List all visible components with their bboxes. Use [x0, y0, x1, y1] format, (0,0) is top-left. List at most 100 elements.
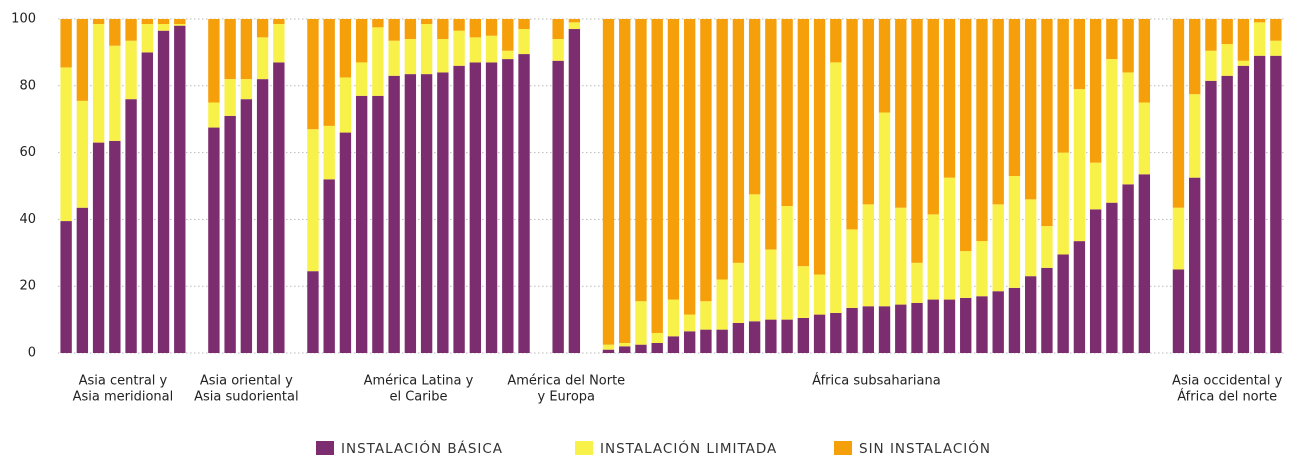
y-tick-label: 20	[19, 279, 36, 294]
bar-segment	[813, 314, 826, 353]
bar-segment	[437, 19, 449, 40]
bar-segment	[960, 297, 972, 353]
bar-segment	[1205, 50, 1217, 81]
bar-segment	[355, 95, 368, 353]
bar-segment	[76, 19, 89, 101]
bar-segment	[339, 77, 352, 133]
bar-segment	[552, 39, 564, 61]
bar-segment	[862, 306, 874, 353]
bar-segment	[453, 65, 465, 353]
bar-segment	[683, 331, 696, 353]
bar-segment	[797, 317, 810, 353]
bar-segment	[732, 262, 745, 323]
y-tick-label: 80	[19, 78, 36, 93]
bar-segment	[92, 142, 105, 353]
bar-segment	[1024, 19, 1037, 200]
bar-segment	[1041, 267, 1053, 353]
bar-segment	[846, 307, 858, 353]
group-label: Asia oriental y	[200, 374, 293, 389]
bar-segment	[781, 319, 793, 353]
legend-label: INSTALACIÓN BÁSICA	[341, 439, 503, 456]
bar-segment	[748, 194, 761, 322]
bar-segment	[878, 112, 891, 307]
bar-segment	[602, 19, 615, 345]
bar-segment	[619, 346, 631, 353]
bar-segment	[552, 60, 564, 353]
bar-segment	[469, 37, 482, 63]
bar-segment	[943, 177, 956, 300]
bar-segment	[976, 19, 988, 242]
bar-segment	[125, 99, 137, 353]
bar-segment	[765, 319, 777, 353]
legend-label: INSTALACIÓN LIMITADA	[600, 439, 777, 456]
bar-segment	[568, 22, 581, 30]
bar-segment	[943, 19, 956, 178]
bar-segment	[453, 19, 465, 31]
y-tick-label: 40	[19, 212, 36, 227]
bar-segment	[1073, 241, 1086, 353]
group-label: el Caribe	[389, 390, 447, 405]
bar-segment	[1270, 55, 1282, 354]
bar-segment	[683, 19, 696, 315]
bar-segment	[157, 24, 170, 31]
bar-segment	[813, 19, 826, 275]
bar-segment	[355, 62, 368, 96]
bar-segment	[748, 321, 761, 353]
bar-segment	[1057, 152, 1069, 255]
bar-segment	[635, 301, 647, 345]
bar-segment	[781, 206, 793, 320]
bar-segment	[1221, 44, 1233, 76]
bar-segment	[339, 19, 352, 78]
bar-segment	[716, 279, 728, 330]
bar-segment	[960, 19, 972, 252]
bar-segment	[502, 50, 514, 60]
bar-segment	[797, 19, 810, 267]
bar-segment	[502, 19, 514, 51]
bar-segment	[700, 19, 712, 302]
bar-segment	[1189, 19, 1201, 95]
bar-segment	[927, 299, 939, 353]
bar-segment	[700, 329, 712, 353]
bar-segment	[635, 344, 647, 353]
bar-segment	[141, 24, 153, 53]
bar-segment	[732, 322, 745, 353]
bar-segment	[878, 306, 891, 353]
bar-segment	[748, 19, 761, 195]
bar-segment	[667, 336, 680, 353]
bar-segment	[518, 29, 530, 55]
bar-segment	[1008, 175, 1021, 288]
bar-segment	[404, 39, 417, 75]
bar-segment	[273, 19, 285, 25]
group-label: América del Norte	[507, 374, 625, 389]
bar-segment	[895, 207, 907, 305]
bar-segment	[1270, 40, 1282, 56]
bar-segment	[420, 19, 433, 25]
group-label: y Europa	[538, 390, 596, 405]
bar-segment	[437, 72, 449, 353]
bar-segment	[92, 19, 105, 25]
bar-segment	[700, 301, 712, 330]
bar-segment	[125, 19, 137, 41]
bar-segment	[846, 19, 858, 230]
bar-segment	[60, 221, 72, 353]
bar-segment	[109, 19, 121, 46]
bar-segment	[453, 30, 465, 66]
bar-segment	[635, 19, 647, 302]
bar-segment	[76, 207, 89, 353]
bar-segment	[683, 314, 696, 332]
bar-segment	[323, 19, 335, 126]
bar-segment	[1237, 65, 1250, 353]
bar-segment	[651, 342, 663, 353]
group-label: Asia meridional	[73, 390, 174, 405]
bar-segment	[568, 19, 581, 23]
bar-segment	[911, 262, 923, 303]
bar-segment	[992, 291, 1004, 353]
bar-segment	[862, 19, 874, 205]
y-tick-label: 0	[28, 346, 36, 361]
bar-segment	[420, 24, 433, 75]
group-label: África del norte	[1177, 389, 1277, 405]
bar-segment	[485, 62, 498, 354]
bar-segment	[174, 25, 186, 354]
bar-segment	[485, 19, 498, 36]
bar-segment	[109, 45, 121, 141]
